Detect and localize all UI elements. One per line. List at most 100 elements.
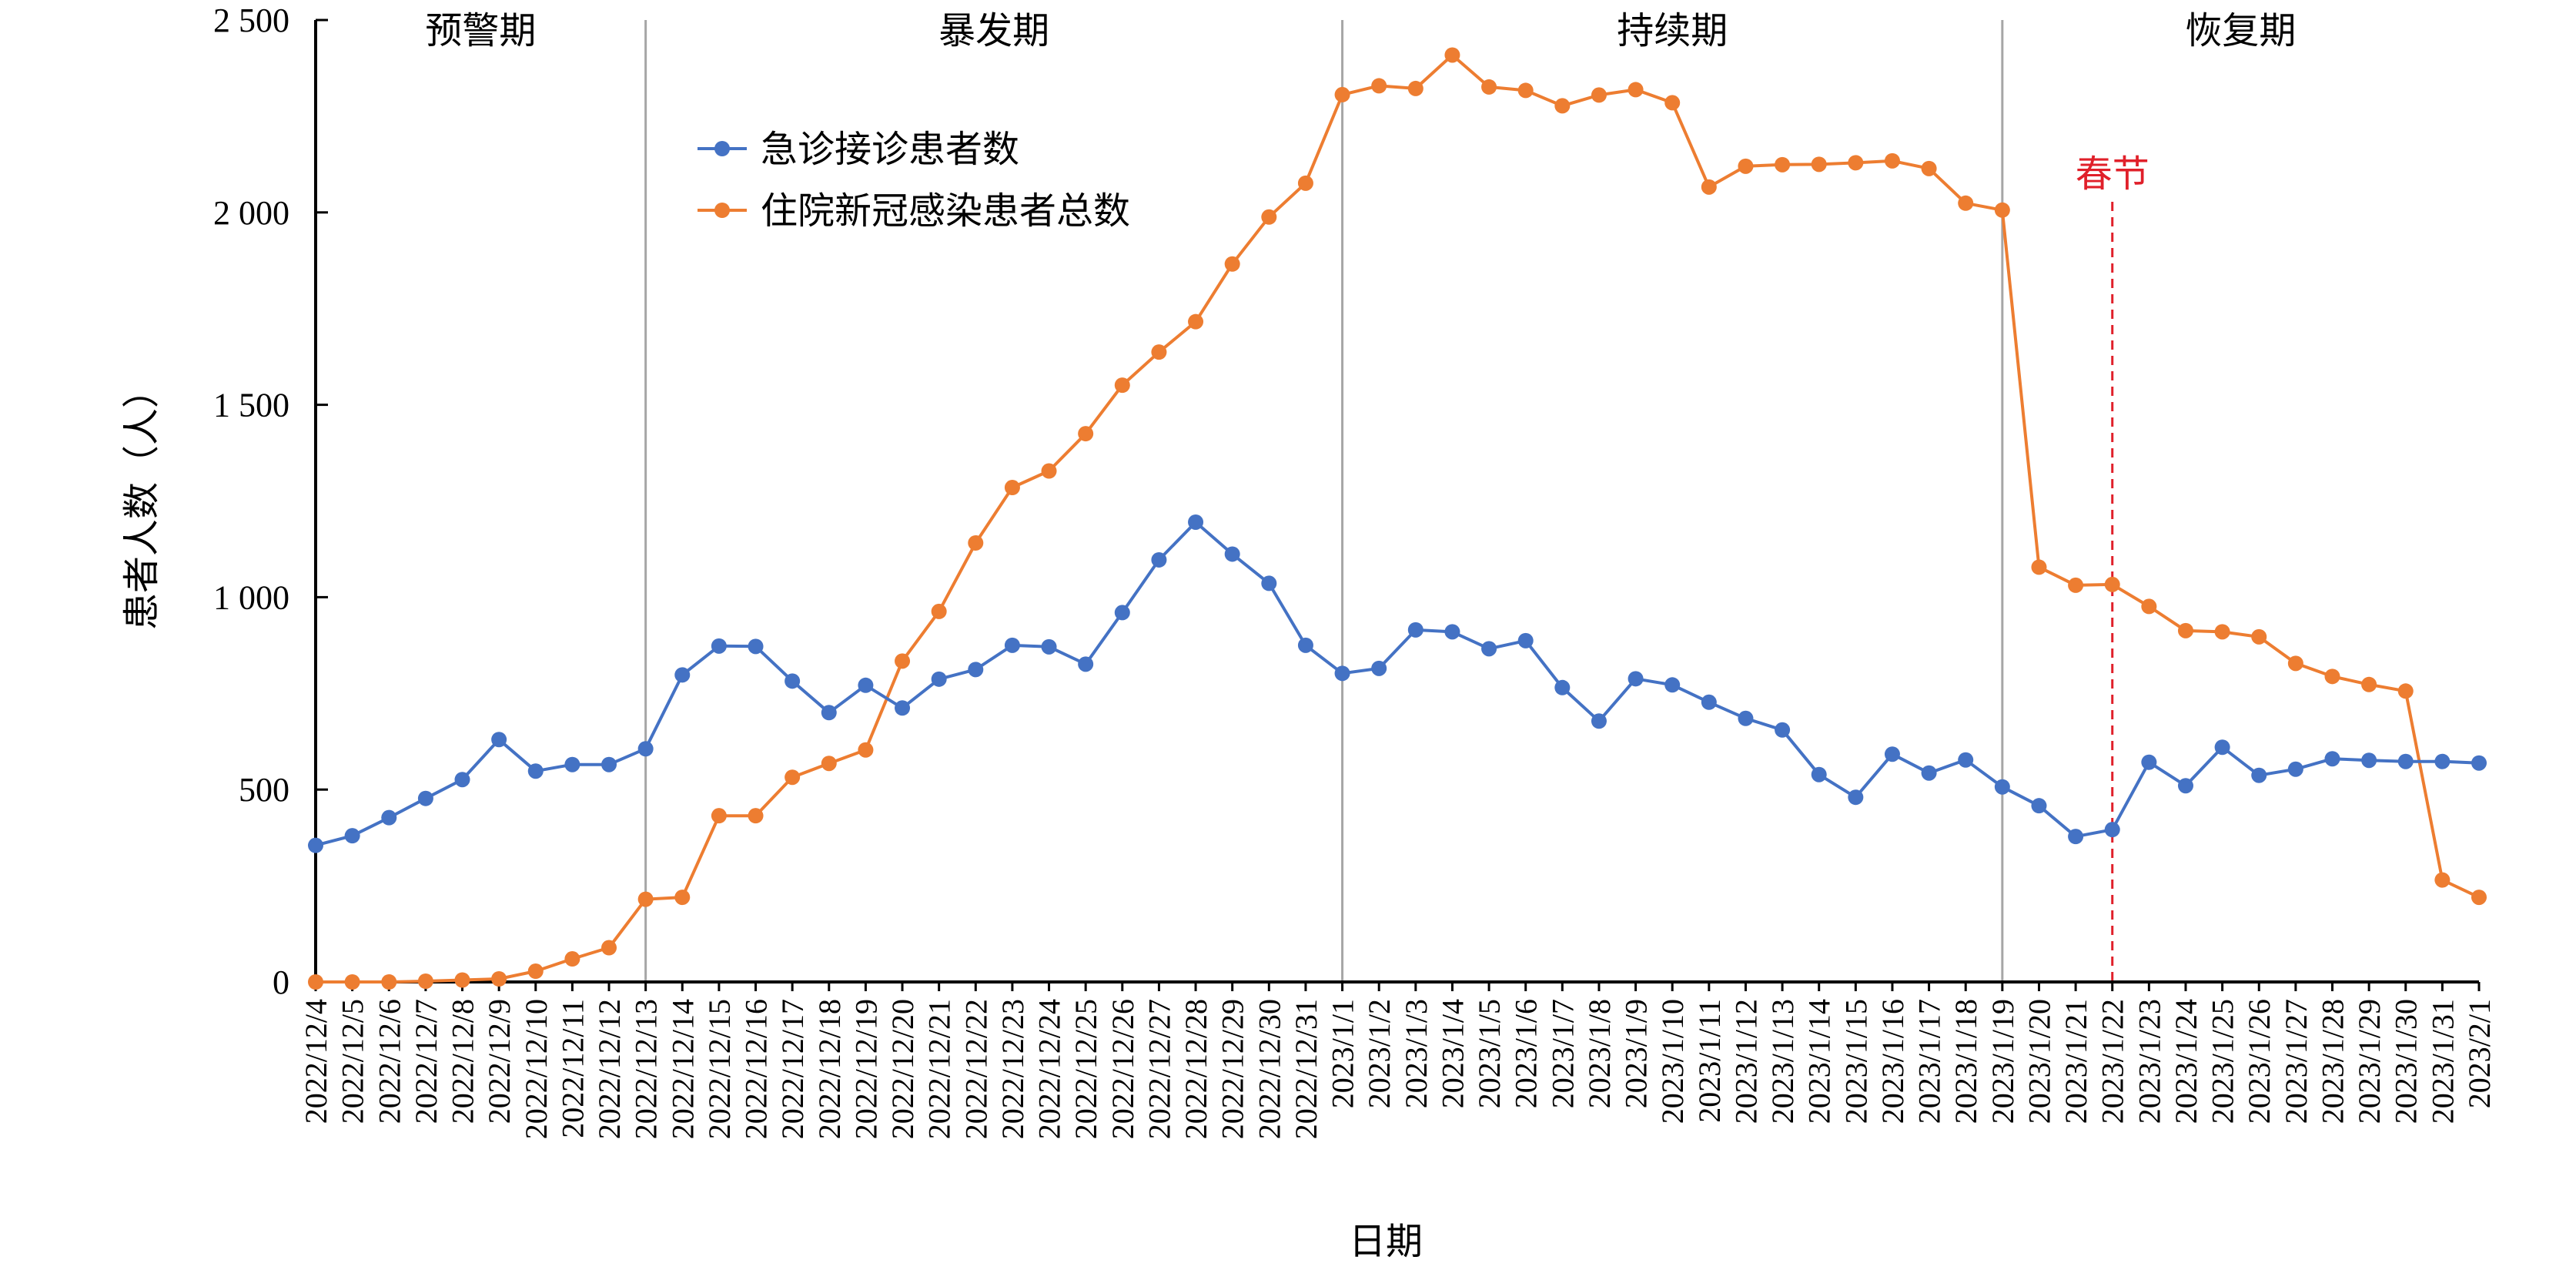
data-point <box>1884 746 1900 762</box>
data-point <box>1261 209 1277 225</box>
data-point <box>381 974 397 990</box>
data-point <box>1224 546 1240 562</box>
x-tick-label: 2022/12/23 <box>995 999 1030 1139</box>
data-point <box>1701 694 1717 710</box>
x-tick-label: 2023/1/6 <box>1509 999 1544 1108</box>
data-point <box>1004 637 1020 653</box>
data-point <box>2434 753 2451 769</box>
data-point <box>344 974 360 990</box>
y-tick-label: 1 500 <box>213 387 289 424</box>
x-tick-label: 2023/1/18 <box>1949 999 1983 1124</box>
data-point <box>2214 739 2230 756</box>
x-tick-label: 2023/1/23 <box>2132 999 2166 1124</box>
data-point <box>1664 95 1681 111</box>
y-tick-label: 0 <box>273 963 289 1001</box>
x-tick-label: 2022/12/29 <box>1216 999 1250 1139</box>
data-point <box>2104 576 2120 592</box>
data-point <box>1554 98 1571 114</box>
data-point <box>2068 829 2084 845</box>
x-tick-label: 2023/1/4 <box>1435 999 1470 1108</box>
data-point <box>1628 671 1644 687</box>
x-tick-label: 2022/12/25 <box>1069 999 1103 1139</box>
legend-swatch-marker <box>714 203 730 218</box>
data-point <box>1848 155 1864 171</box>
data-point <box>2141 598 2157 615</box>
data-point <box>1628 82 1644 98</box>
x-tick-label: 2022/12/19 <box>848 999 883 1139</box>
x-tick-label: 2023/1/10 <box>1655 999 1690 1124</box>
x-tick-label: 2023/1/19 <box>1986 999 2020 1124</box>
data-point <box>931 671 947 687</box>
x-tick-label: 2022/12/30 <box>1252 999 1286 1139</box>
data-point <box>2434 872 2451 888</box>
x-tick-label: 2023/1/17 <box>1912 999 1947 1124</box>
x-tick-label: 2023/1/9 <box>1619 999 1654 1108</box>
data-point <box>2104 822 2120 838</box>
data-point <box>674 667 691 683</box>
x-tick-label: 2022/12/4 <box>299 999 333 1124</box>
data-point <box>491 732 507 748</box>
y-tick-label: 2 500 <box>213 2 289 39</box>
data-point <box>1297 637 1313 653</box>
x-tick-label: 2023/1/13 <box>1765 999 1800 1124</box>
data-point <box>748 808 764 824</box>
x-tick-label: 2022/12/27 <box>1142 999 1176 1139</box>
data-point <box>1407 80 1423 96</box>
data-point <box>2068 577 2084 593</box>
y-tick-label: 2 000 <box>213 194 289 232</box>
data-point <box>637 741 654 757</box>
data-point <box>1517 82 1534 99</box>
data-point <box>1334 86 1350 102</box>
y-axis-title: 患者人数（人） <box>120 371 163 630</box>
x-tick-label: 2023/1/24 <box>2169 999 2203 1124</box>
data-point <box>1114 377 1130 394</box>
data-point <box>1188 514 1204 530</box>
data-point <box>1371 78 1387 94</box>
data-point <box>821 756 837 772</box>
x-tick-label: 2022/12/22 <box>958 999 993 1139</box>
data-point <box>2251 767 2267 783</box>
x-tick-label: 2022/12/17 <box>775 999 810 1139</box>
data-point <box>2471 755 2487 771</box>
phase-label: 恢复期 <box>2185 9 2296 52</box>
data-point <box>1921 765 1937 781</box>
data-point <box>2031 559 2047 575</box>
y-tick-label: 500 <box>239 771 289 809</box>
data-point <box>1554 679 1571 695</box>
data-point <box>1444 624 1460 640</box>
data-point <box>601 756 617 772</box>
legend-label: 住院新冠感染患者总数 <box>761 189 1130 233</box>
x-tick-label: 2023/1/7 <box>1545 999 1580 1108</box>
data-point <box>1297 175 1313 191</box>
x-tick-label: 2022/12/24 <box>1032 999 1067 1139</box>
data-point <box>1041 463 1057 479</box>
data-point <box>2397 753 2414 769</box>
data-point <box>1481 79 1497 95</box>
data-point <box>454 772 470 788</box>
data-point <box>308 837 323 853</box>
data-point <box>1114 605 1130 621</box>
data-point <box>711 808 727 824</box>
x-tick-label: 2022/12/21 <box>922 999 957 1139</box>
x-tick-label: 2023/1/29 <box>2352 999 2387 1124</box>
x-tick-label: 2022/12/16 <box>739 999 774 1139</box>
x-tick-label: 2022/12/28 <box>1179 999 1213 1139</box>
data-point <box>527 963 544 980</box>
x-tick-label: 2023/1/26 <box>2242 999 2277 1124</box>
x-tick-label: 2023/1/20 <box>2022 999 2056 1124</box>
phase-label: 持续期 <box>1617 9 1728 52</box>
data-point <box>1958 752 1974 768</box>
data-point <box>1664 677 1681 693</box>
x-tick-label: 2023/1/14 <box>1802 999 1837 1124</box>
x-tick-label: 2023/2/1 <box>2462 999 2497 1108</box>
data-point <box>417 973 433 990</box>
data-point <box>1407 622 1423 638</box>
series-inpatients <box>308 47 2487 990</box>
data-point <box>2361 676 2377 692</box>
data-point <box>1224 256 1240 272</box>
data-point <box>785 769 801 786</box>
data-point <box>1775 156 1791 173</box>
x-tick-label: 2023/1/12 <box>1728 999 1763 1124</box>
